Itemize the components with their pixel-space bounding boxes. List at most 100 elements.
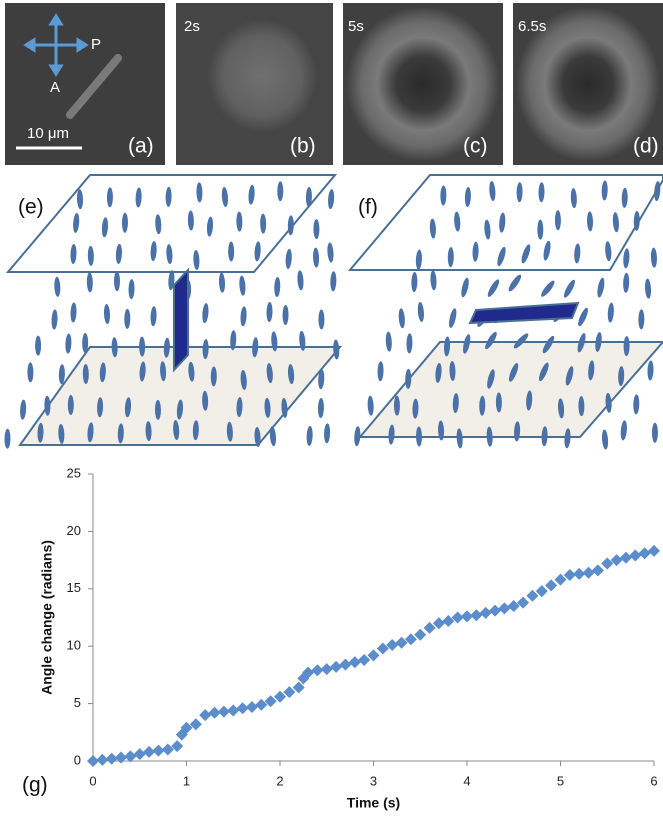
- point: [96, 754, 108, 766]
- molecule: [155, 214, 162, 234]
- molecule: [633, 394, 639, 414]
- point: [339, 659, 351, 671]
- point: [545, 579, 557, 591]
- molecule: [367, 396, 374, 416]
- point: [227, 704, 239, 716]
- molecule: [77, 189, 84, 209]
- molecule: [122, 213, 128, 233]
- molecule: [498, 212, 506, 232]
- molecule: [313, 219, 319, 239]
- molecule: [128, 279, 134, 299]
- molecule: [605, 241, 613, 261]
- molecule: [54, 277, 61, 297]
- point: [480, 607, 492, 619]
- molecule: [70, 244, 77, 264]
- diagram: [360, 342, 663, 437]
- y-tick-label: 0: [74, 752, 81, 767]
- molecule: [124, 309, 130, 329]
- scale-bar-label: 10 μm: [27, 125, 69, 142]
- y-tick-label: 25: [67, 465, 81, 480]
- panel-label: (d): [633, 135, 659, 158]
- molecule: [333, 339, 340, 359]
- molecule: [88, 246, 95, 266]
- panel-label: (e): [18, 196, 44, 219]
- molecule: [4, 429, 10, 449]
- molecule: [354, 426, 361, 446]
- molecule: [460, 277, 471, 298]
- molecule: [516, 182, 522, 202]
- analyzer-label: A: [50, 79, 60, 96]
- molecule: [115, 244, 122, 264]
- molecule: [538, 182, 544, 202]
- point: [152, 745, 164, 757]
- molecule: [72, 213, 80, 233]
- molecule: [59, 364, 66, 384]
- molecule: [486, 278, 501, 298]
- y-tick-label: 15: [67, 580, 81, 595]
- molecule: [570, 188, 577, 208]
- point: [209, 707, 221, 719]
- molecule: [87, 272, 93, 292]
- horizontal-rod: [470, 303, 578, 323]
- molecule: [51, 309, 58, 329]
- point: [218, 706, 230, 718]
- polarizer-label: P: [91, 36, 101, 53]
- point: [592, 564, 604, 576]
- molecule: [576, 307, 590, 328]
- molecule: [562, 278, 577, 298]
- molecule: [507, 273, 523, 293]
- panel-label: (f): [358, 196, 378, 219]
- point: [143, 746, 155, 758]
- point: [115, 752, 127, 764]
- molecule: [228, 241, 234, 261]
- molecule: [266, 302, 273, 322]
- molecule: [236, 212, 242, 232]
- molecule: [496, 246, 508, 267]
- molecule: [165, 187, 171, 207]
- molecule: [65, 334, 72, 354]
- molecule: [107, 187, 113, 207]
- figure: P A 10 μm (a) 2s (b) 5s (c) 6.5s (d) (e)…: [0, 0, 663, 820]
- y-tick-label: 20: [67, 523, 81, 538]
- panel-label: (a): [128, 135, 154, 158]
- molecule: [651, 248, 658, 268]
- point: [134, 748, 146, 760]
- molecule: [324, 423, 331, 443]
- point: [311, 664, 323, 676]
- point: [470, 609, 482, 621]
- molecule: [313, 248, 320, 268]
- molecule: [430, 270, 437, 290]
- molecule: [638, 309, 644, 329]
- molecule: [623, 248, 630, 268]
- molecule: [206, 216, 213, 236]
- x-tick-label: 1: [183, 773, 190, 788]
- molecule: [221, 187, 229, 207]
- vertical-rod: [174, 270, 188, 370]
- time-label: 2s: [184, 18, 200, 35]
- molecule: [411, 272, 417, 292]
- molecule: [297, 270, 304, 290]
- molecule: [150, 306, 157, 326]
- point: [498, 602, 510, 614]
- molecule: [448, 247, 454, 267]
- x-tick-label: 6: [650, 773, 657, 788]
- molecule: [623, 273, 630, 293]
- chart: 05101520250123456Time (s)Angle change (r…: [22, 465, 660, 810]
- y-axis-label: Angle change (radians): [39, 540, 55, 695]
- molecule: [193, 250, 200, 270]
- point: [321, 663, 333, 675]
- molecule: [188, 210, 194, 230]
- x-tick-label: 2: [276, 773, 283, 788]
- molecule: [440, 185, 446, 205]
- molecule: [385, 331, 392, 351]
- point: [246, 701, 258, 713]
- molecule: [306, 426, 313, 446]
- molecule: [150, 241, 157, 261]
- molecule: [68, 395, 74, 415]
- molecule: [574, 243, 581, 263]
- point: [106, 753, 118, 765]
- molecule: [596, 277, 606, 298]
- molecule: [282, 305, 288, 325]
- molecule: [330, 271, 337, 291]
- molecule: [20, 399, 27, 419]
